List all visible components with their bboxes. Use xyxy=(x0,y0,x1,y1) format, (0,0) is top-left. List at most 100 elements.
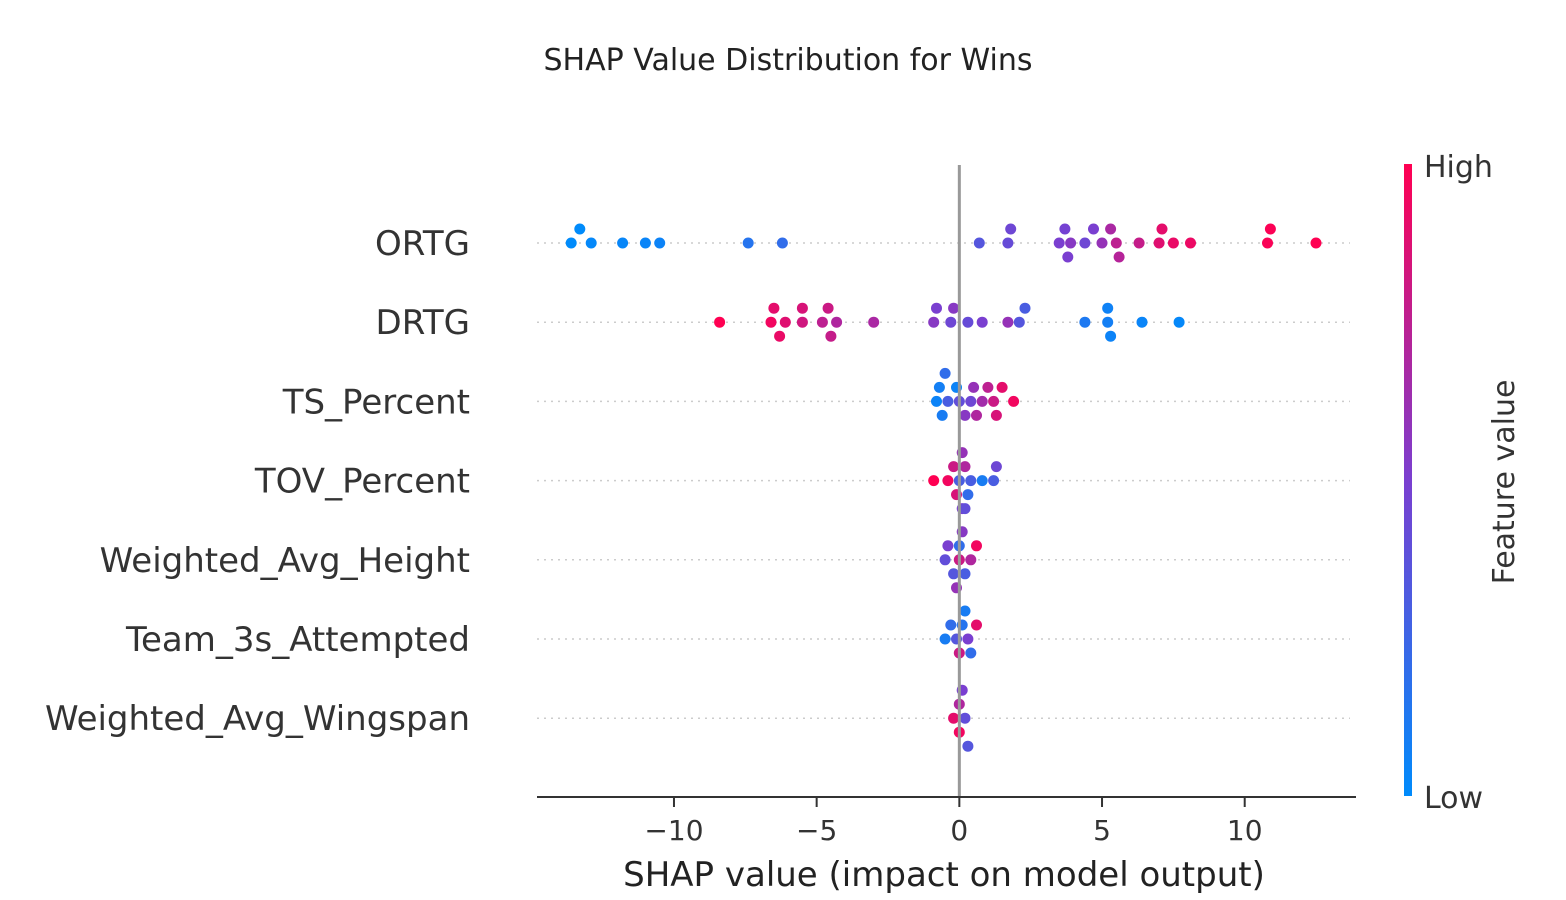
x-tick-label: −5 xyxy=(796,814,837,847)
shap-point xyxy=(1013,316,1025,328)
shap-point xyxy=(1079,316,1091,328)
shap-point xyxy=(1173,316,1185,328)
x-tick-label: 5 xyxy=(1093,814,1111,847)
shap-point xyxy=(945,316,957,328)
colorbar-high-label: High xyxy=(1424,150,1493,185)
shap-point xyxy=(962,316,974,328)
shap-point xyxy=(1156,223,1168,235)
shap-point xyxy=(931,302,942,314)
shap-point xyxy=(971,409,982,421)
shap-point xyxy=(825,330,837,342)
shap-point xyxy=(779,316,791,328)
shap-point xyxy=(585,237,597,249)
shap-point xyxy=(796,316,808,328)
feature-rows: ORTG DRTG TS_Percent TOV_Percent Weighted_Av… xyxy=(45,224,1350,739)
shap-point xyxy=(939,633,951,645)
shap-point xyxy=(959,568,971,580)
data-points xyxy=(565,223,1322,752)
shap-point xyxy=(959,409,971,421)
shap-point xyxy=(1136,316,1148,328)
shap-point xyxy=(1079,237,1091,249)
shap-point xyxy=(714,316,726,328)
feature-label: TOV_Percent xyxy=(254,462,470,502)
shap-point xyxy=(939,367,951,379)
x-tick-label: 0 xyxy=(950,814,968,847)
shap-point xyxy=(959,503,971,515)
shap-point xyxy=(965,475,977,487)
shap-point xyxy=(988,475,1000,487)
shap-point xyxy=(945,619,957,631)
shap-point xyxy=(1065,237,1077,249)
shap-point xyxy=(822,302,834,314)
shap-point xyxy=(988,395,1000,407)
shap-point xyxy=(776,237,788,249)
shap-point xyxy=(868,316,880,328)
shap-point xyxy=(1008,395,1020,407)
x-tick-label: −10 xyxy=(644,814,703,847)
feature-label: Team_3s_Attempted xyxy=(125,620,470,660)
cropped-header-remnant xyxy=(520,0,1500,6)
shap-point xyxy=(574,223,586,235)
shap-point xyxy=(1088,223,1099,235)
shap-point xyxy=(1310,237,1322,249)
shap-point xyxy=(1105,330,1117,342)
shap-point xyxy=(1110,237,1122,249)
shap-point xyxy=(928,475,940,487)
shap-point xyxy=(931,395,942,407)
shap-point xyxy=(1002,316,1014,328)
shap-point xyxy=(990,409,1002,421)
shap-point xyxy=(796,302,808,314)
shap-point xyxy=(928,316,940,328)
shap-point xyxy=(1153,237,1165,249)
shap-point xyxy=(959,605,971,617)
shap-point xyxy=(976,395,988,407)
shap-point xyxy=(774,330,786,342)
shap-point xyxy=(1185,237,1196,249)
shap-point xyxy=(1262,237,1273,249)
shap-point xyxy=(654,237,666,249)
feature-label: DRTG xyxy=(376,303,470,343)
shap-point xyxy=(1102,316,1114,328)
shap-point xyxy=(1102,302,1114,314)
shap-point xyxy=(959,461,971,473)
shap-point xyxy=(976,316,988,328)
shap-point xyxy=(948,568,960,580)
shap-point xyxy=(933,381,945,393)
shap-point xyxy=(959,712,971,724)
shap-point xyxy=(939,554,951,566)
colorbar xyxy=(1404,164,1412,796)
shap-point xyxy=(971,619,982,631)
shap-point xyxy=(1059,223,1071,235)
shap-point xyxy=(948,461,960,473)
feature-label: TS_Percent xyxy=(282,382,470,422)
shap-point xyxy=(971,540,982,552)
shap-point xyxy=(1113,251,1125,263)
shap-point xyxy=(996,381,1008,393)
shap-point xyxy=(831,316,843,328)
shap-point xyxy=(968,381,980,393)
shap-point xyxy=(962,489,974,501)
shap-point xyxy=(962,633,974,645)
x-axis-label: SHAP value (impact on model output) xyxy=(623,855,1265,895)
shap-point xyxy=(990,461,1002,473)
shap-point xyxy=(1062,251,1074,263)
shap-point xyxy=(1019,302,1031,314)
shap-point xyxy=(768,302,780,314)
shap-point xyxy=(948,712,960,724)
shap-point xyxy=(1105,223,1117,235)
shap-point xyxy=(1133,237,1145,249)
shap-point xyxy=(1264,223,1276,235)
colorbar-title: Feature value xyxy=(1487,380,1522,585)
shap-point xyxy=(936,409,948,421)
shap-point xyxy=(1005,223,1017,235)
shap-point xyxy=(742,237,754,249)
shap-point xyxy=(1002,237,1014,249)
colorbar-low-label: Low xyxy=(1424,781,1483,816)
shap-point xyxy=(948,302,960,314)
x-tick-label: 10 xyxy=(1227,814,1263,847)
shap-point xyxy=(976,475,988,487)
shap-point xyxy=(962,740,974,752)
shap-point xyxy=(765,316,777,328)
shap-point xyxy=(565,237,577,249)
